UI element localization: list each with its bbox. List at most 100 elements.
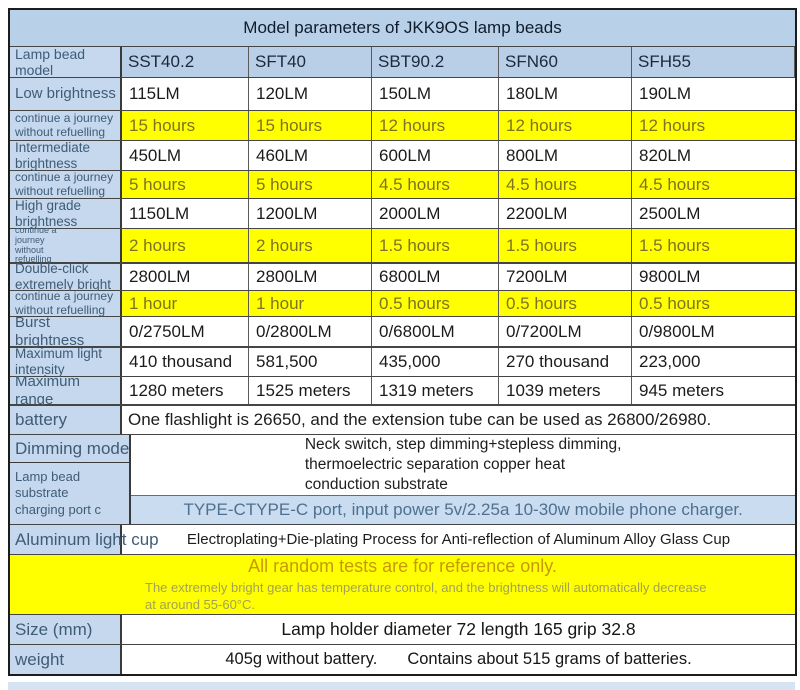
row-label: continue a journey without refuelling [10,225,122,264]
row-label: continue a journey without refuelling [10,170,122,198]
row-label: continue a journey without refuelling [10,289,122,316]
cell-value: 0.5 hours [372,291,499,316]
battery-label: battery [10,406,122,434]
cell-value: 1.5 hours [632,229,795,262]
cell-value: 4.5 hours [372,171,499,198]
cell-value: 190LM [632,78,795,110]
cell-value: 945 meters [632,377,795,404]
header-model-2: SFT40 [249,47,372,77]
row-label: Maximum range [10,373,122,408]
weight-label: weight [10,645,122,674]
weight-row: weight 405g without battery. Contains ab… [10,644,795,674]
size-row: Size (mm) Lamp holder diameter 72 length… [10,614,795,644]
notice-note: The extremely bright gear has temperatur… [145,579,707,612]
size-text: Lamp holder diameter 72 length 165 grip … [281,619,636,639]
cell-value: 115LM [122,78,249,110]
cell-value: 1.5 hours [499,229,632,262]
model-row: High grade brightness 1150LM 1200LM 2000LM 2… [10,198,795,229]
model-row: Intermediate brightness 450LM 460LM 600LM 80… [10,140,795,171]
header-model-5: SFH55 [632,47,795,77]
table-header: Lamp bead model SST40.2 SFT40 SBT90.2 SF… [10,46,795,78]
spec-table: Model parameters of JKK9OS lamp beads La… [8,8,797,676]
weight-text-1: 405g without battery. [225,650,378,668]
substrate-charging-label: Lamp bead substrate charging port c [15,469,101,517]
cell-value: 12 hours [632,111,795,140]
cell-value: 1319 meters [372,377,499,404]
cell-value: 1200LM [249,199,372,228]
cell-value: 450LM [122,141,249,170]
cell-value: 1.5 hours [372,229,499,262]
cell-value: 2800LM [249,264,372,290]
cell-value: 0/7200LM [499,317,632,346]
cell-value: 2200LM [499,199,632,228]
cell-value: 150LM [372,78,499,110]
battery-text: One flashlight is 26650, and the extensi… [128,410,712,429]
row-label: High grade brightness [10,198,122,229]
cell-value: 0.5 hours [632,291,795,316]
cell-value: 6800LM [372,264,499,290]
row-label: Intermediate brightness [10,140,122,171]
dimming-mode-text: Neck switch, step dimming+stepless dimmi… [304,435,622,494]
size-label: Size (mm) [10,615,122,644]
cell-value: 1280 meters [122,377,249,404]
model-row: continue a journey without refuelling 2 h… [10,225,795,264]
notice-title: All random tests are for reference only. [248,555,557,576]
cell-value: 2 hours [249,229,372,262]
row-label: Low brightness [10,78,122,110]
row-label: Maximum light intensity [10,346,122,377]
typec-port-text: TYPE-CTYPE-C port, input power 5v/2.25a … [131,495,795,524]
aluminum-cup-row: Aluminum light cup Electroplating+Die-pl… [10,524,795,554]
row-label: continue a journey without refuelling [10,111,122,140]
row-label: Burst brightness [10,314,122,349]
cell-value: 435,000 [372,348,499,376]
title-row: Model parameters of JKK9OS lamp beads [10,10,795,46]
dimming-mode-label: Dimming mode [10,435,130,463]
cell-value: 15 hours [122,111,249,140]
cell-value: 600LM [372,141,499,170]
cell-value: 410 thousand [122,348,249,376]
cell-value: 5 hours [249,171,372,198]
cell-value: 4.5 hours [499,171,632,198]
dimming-content: Neck switch, step dimming+stepless dimmi… [131,435,795,524]
header-model-3: SBT90.2 [372,47,499,77]
cell-value: 2800LM [122,264,249,290]
cell-value: 800LM [499,141,632,170]
cell-value: 1 hour [122,291,249,316]
cell-value: 0/2750LM [122,317,249,346]
cell-value: 15 hours [249,111,372,140]
model-row: continue a journey without refuelling 1 h… [10,289,795,316]
notice-banner: All random tests are for reference only.… [10,554,795,614]
model-rows: Low brightness 115LM 120LM 150LM 180LM 190LM c… [10,77,795,408]
model-row: Double-click extremely bright 2800LM 2800L… [10,261,795,292]
header-model-4: SFN60 [499,47,632,77]
cell-value: 2500LM [632,199,795,228]
header-label: Lamp bead model [10,46,122,78]
cell-value: 460LM [249,141,372,170]
weight-text-2: Contains about 515 grams of batteries. [407,650,692,668]
cell-value: 223,000 [632,348,795,376]
cell-value: 12 hours [372,111,499,140]
cell-value: 0/9800LM [632,317,795,346]
model-row: Maximum light intensity 410 thousand 581,5… [10,346,795,377]
cell-value: 820LM [632,141,795,170]
dimming-labels: Dimming mode Lamp bead substrate chargin… [10,435,132,524]
aluminum-cup-text: Electroplating+Die-plating Process for A… [186,531,731,548]
cell-value: 2000LM [372,199,499,228]
row-label: Double-click extremely bright [10,261,122,292]
cell-value: 0.5 hours [499,291,632,316]
page-title: Model parameters of JKK9OS lamp beads [243,18,562,37]
battery-row: battery One flashlight is 26650, and the… [10,404,795,434]
model-row: Burst brightness 0/2750LM 0/2800LM 0/6800LM… [10,314,795,349]
cell-value: 0/6800LM [372,317,499,346]
cell-value: 1150LM [122,199,249,228]
weight-text: 405g without battery. Contains about 515… [122,645,795,674]
cell-value: 270 thousand [499,348,632,376]
cell-value: 7200LM [499,264,632,290]
cell-value: 12 hours [499,111,632,140]
model-row: continue a journey without refuelling 15 … [10,110,795,140]
cell-value: 5 hours [122,171,249,198]
bottom-strip [8,682,795,690]
cell-value: 180LM [499,78,632,110]
cell-value: 4.5 hours [632,171,795,198]
